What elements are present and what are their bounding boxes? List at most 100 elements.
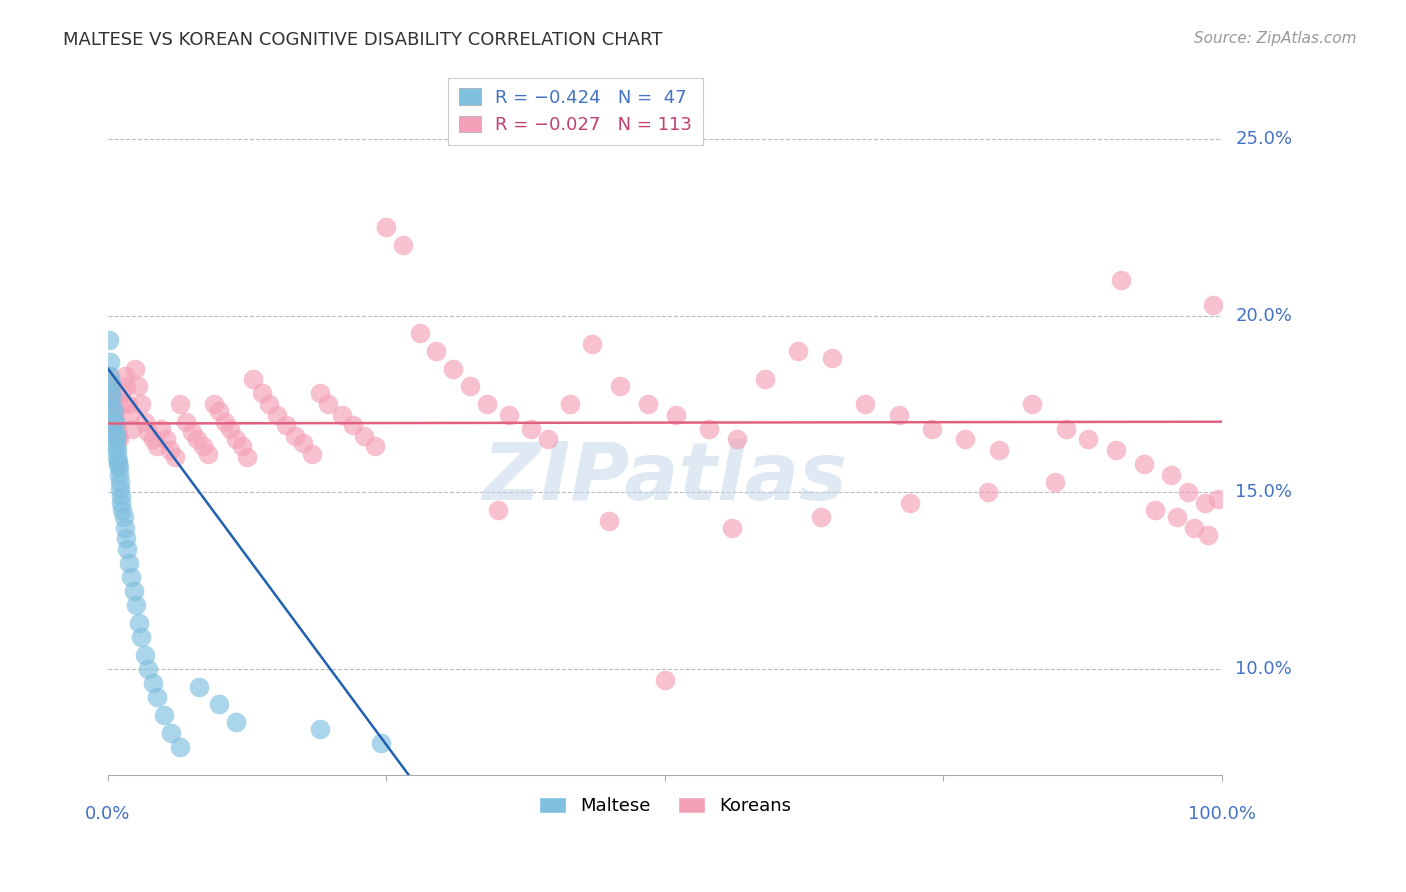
- Point: [1177, 485, 1199, 500]
- Point: [787, 344, 810, 359]
- Point: [104, 440, 127, 454]
- Point: [98, 379, 121, 393]
- Point: [108, 460, 131, 475]
- Point: [318, 397, 340, 411]
- Point: [100, 390, 122, 404]
- Point: [955, 433, 977, 447]
- Point: [301, 446, 323, 460]
- Point: [134, 648, 156, 662]
- Point: [131, 630, 153, 644]
- Point: [498, 408, 520, 422]
- Point: [186, 433, 208, 447]
- Point: [1160, 467, 1182, 482]
- Point: [250, 386, 273, 401]
- Point: [1054, 422, 1077, 436]
- Point: [1194, 496, 1216, 510]
- Point: [225, 714, 247, 729]
- Point: [353, 429, 375, 443]
- Point: [214, 415, 236, 429]
- Point: [127, 379, 149, 393]
- Point: [1166, 510, 1188, 524]
- Text: 10.0%: 10.0%: [1236, 660, 1292, 678]
- Point: [475, 397, 498, 411]
- Point: [155, 433, 177, 447]
- Point: [124, 361, 146, 376]
- Point: [112, 510, 135, 524]
- Point: [104, 429, 127, 443]
- Point: [105, 450, 128, 464]
- Point: [115, 541, 138, 556]
- Point: [152, 707, 174, 722]
- Point: [101, 401, 124, 415]
- Point: [103, 404, 125, 418]
- Point: [146, 440, 169, 454]
- Point: [1021, 397, 1043, 411]
- Point: [188, 680, 211, 694]
- Point: [987, 442, 1010, 457]
- Text: 20.0%: 20.0%: [1236, 307, 1292, 325]
- Point: [120, 570, 142, 584]
- Point: [1143, 503, 1166, 517]
- Point: [104, 433, 127, 447]
- Legend: Maltese, Koreans: Maltese, Koreans: [531, 789, 799, 822]
- Point: [537, 433, 560, 447]
- Point: [111, 503, 134, 517]
- Point: [1182, 521, 1205, 535]
- Point: [110, 489, 132, 503]
- Point: [364, 440, 387, 454]
- Point: [104, 415, 127, 429]
- Point: [375, 220, 398, 235]
- Text: MALTESE VS KOREAN COGNITIVE DISABILITY CORRELATION CHART: MALTESE VS KOREAN COGNITIVE DISABILITY C…: [63, 31, 662, 49]
- Point: [121, 422, 143, 436]
- Point: [146, 690, 169, 705]
- Point: [887, 408, 910, 422]
- Point: [98, 368, 121, 383]
- Point: [180, 425, 202, 440]
- Point: [276, 418, 298, 433]
- Point: [486, 503, 509, 517]
- Point: [1105, 442, 1128, 457]
- Point: [1077, 433, 1099, 447]
- Point: [104, 425, 127, 440]
- Point: [242, 372, 264, 386]
- Point: [98, 334, 121, 348]
- Point: [425, 344, 447, 359]
- Point: [101, 397, 124, 411]
- Point: [111, 397, 134, 411]
- Point: [110, 496, 132, 510]
- Point: [114, 379, 136, 393]
- Point: [291, 436, 314, 450]
- Point: [308, 386, 330, 401]
- Point: [114, 368, 136, 383]
- Point: [284, 429, 307, 443]
- Point: [136, 662, 159, 676]
- Point: [1111, 273, 1133, 287]
- Point: [103, 404, 125, 418]
- Point: [1197, 527, 1219, 541]
- Point: [458, 379, 481, 393]
- Point: [598, 514, 620, 528]
- Point: [392, 238, 415, 252]
- Point: [141, 433, 163, 447]
- Point: [342, 418, 364, 433]
- Point: [654, 673, 676, 687]
- Point: [131, 397, 153, 411]
- Point: [637, 397, 659, 411]
- Point: [110, 386, 132, 401]
- Y-axis label: Cognitive Disability: Cognitive Disability: [0, 334, 8, 509]
- Point: [441, 361, 464, 376]
- Text: 100.0%: 100.0%: [1188, 805, 1256, 823]
- Point: [202, 397, 225, 411]
- Point: [118, 556, 141, 570]
- Point: [810, 510, 832, 524]
- Point: [821, 351, 844, 366]
- Point: [105, 442, 128, 457]
- Text: 25.0%: 25.0%: [1236, 130, 1292, 148]
- Text: ZIPatlas: ZIPatlas: [482, 439, 848, 517]
- Text: 15.0%: 15.0%: [1236, 483, 1292, 501]
- Point: [163, 450, 186, 464]
- Point: [1043, 475, 1066, 489]
- Point: [409, 326, 432, 341]
- Point: [197, 446, 219, 460]
- Point: [136, 425, 159, 440]
